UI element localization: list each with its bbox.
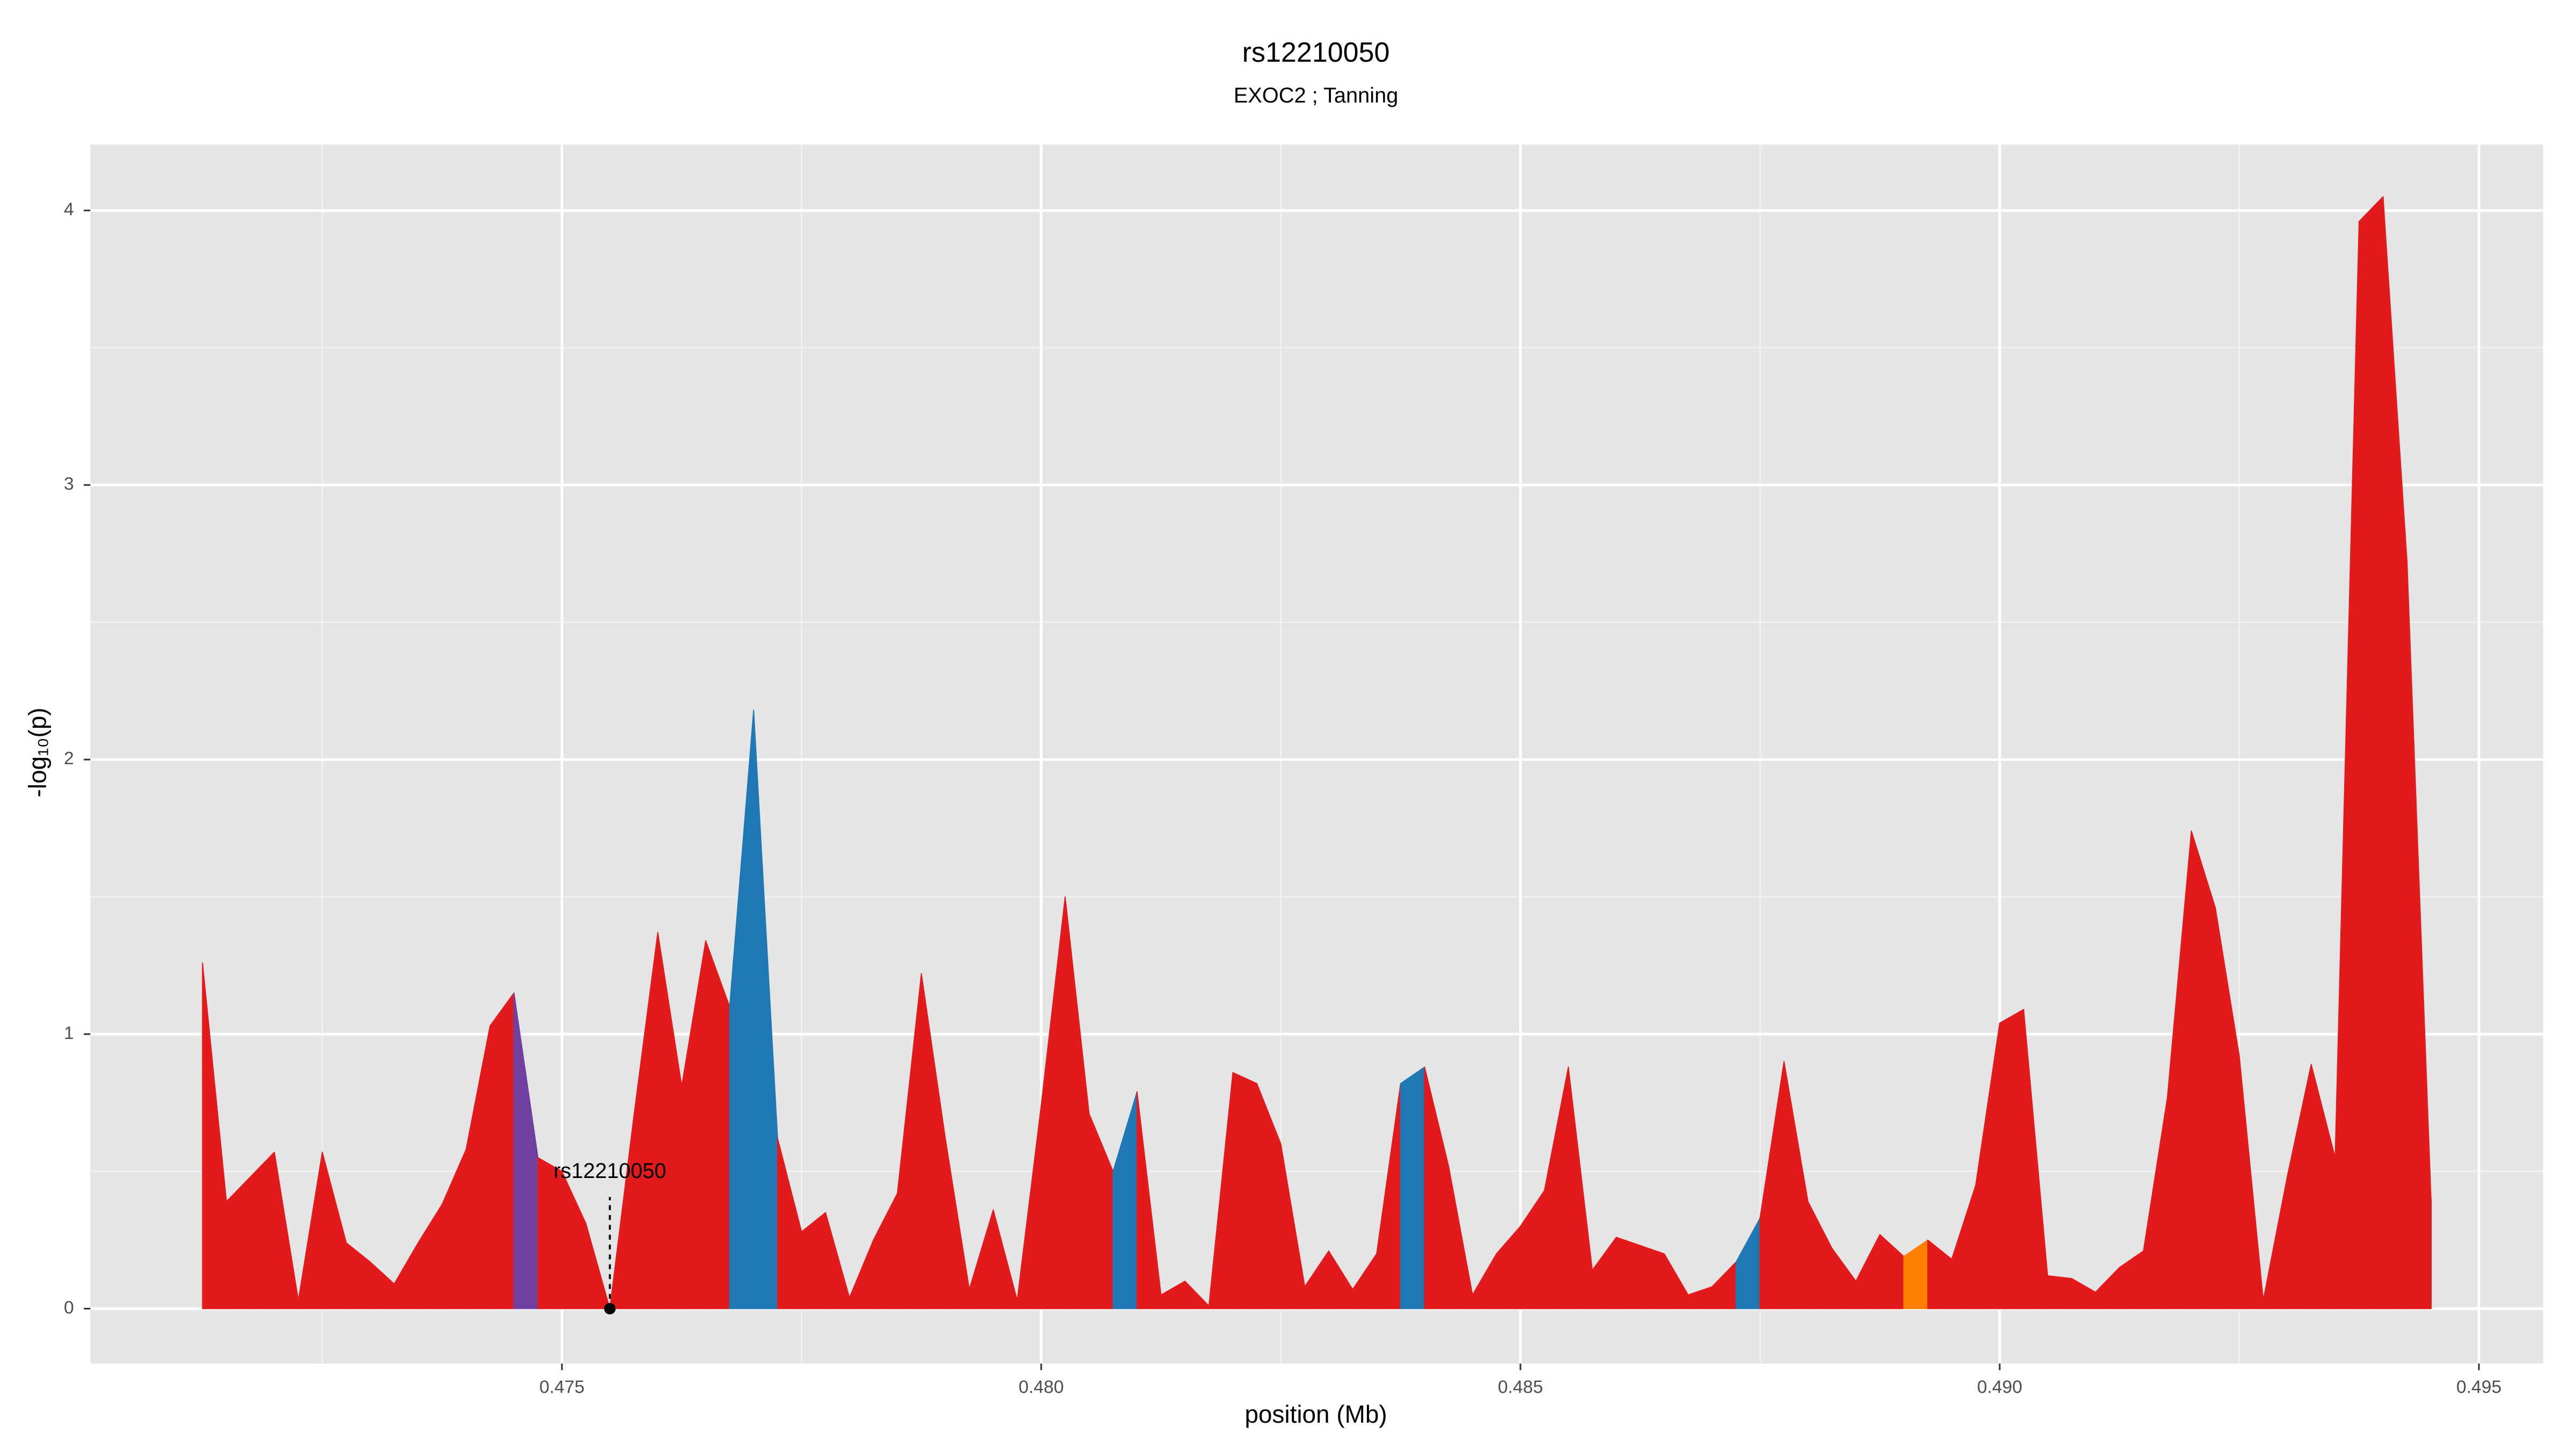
area-segment (250, 1151, 275, 1309)
annotation-label: rs12210050 (553, 1159, 666, 1183)
area-segment (2047, 1275, 2072, 1309)
x-tick-label: 0.485 (1498, 1378, 1543, 1397)
x-tick-label: 0.475 (539, 1378, 584, 1397)
annotation-point (604, 1302, 616, 1315)
y-tick-label: 1 (64, 1023, 74, 1043)
x-tick-label: 0.495 (2456, 1378, 2501, 1397)
area-segment (1640, 1245, 1665, 1309)
area-segment (1400, 1066, 1425, 1309)
chart-subtitle: EXOC2 ; Tanning (1234, 84, 1399, 107)
area-segment (1615, 1236, 1641, 1309)
x-tick-label: 0.490 (1977, 1378, 2022, 1397)
area-segment (2358, 196, 2384, 1309)
y-tick-label: 3 (64, 474, 74, 494)
area-segment (1999, 1008, 2024, 1309)
area-segment (2191, 830, 2216, 1309)
y-tick-label: 4 (64, 200, 74, 219)
area-segment (705, 940, 730, 1309)
y-tick-label: 0 (64, 1298, 74, 1318)
area-segment (489, 992, 515, 1309)
area-segment (585, 1223, 611, 1309)
x-axis-label: position (Mb) (1245, 1400, 1387, 1428)
y-tick-label: 2 (64, 749, 74, 769)
y-axis-label: -log₁₀(p) (24, 707, 52, 797)
chart-title: rs12210050 (1242, 37, 1390, 68)
x-tick-label: 0.480 (1019, 1378, 1064, 1397)
area-segment (1232, 1072, 1257, 1309)
